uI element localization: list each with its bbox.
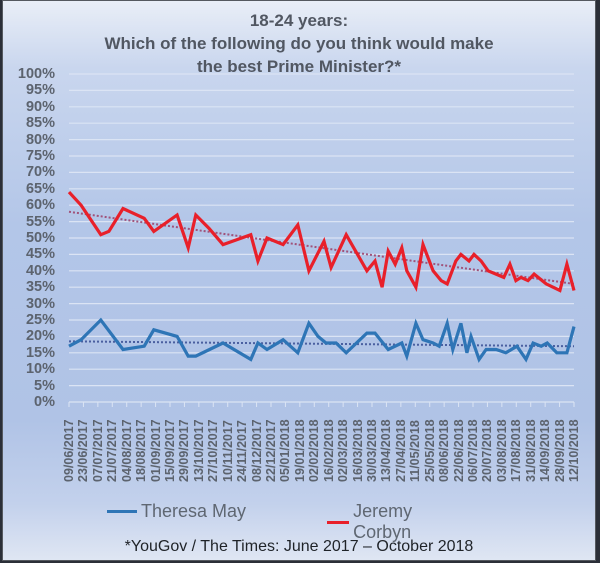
- x-tick-label: 25/05/2018: [422, 419, 437, 482]
- x-tick-label: 22/06/2018: [451, 419, 466, 482]
- series-line-theresa-may: [68, 317, 576, 363]
- legend-swatch-red-icon: [327, 520, 350, 524]
- x-tick-label: 03/08/2018: [494, 419, 509, 482]
- x-tick-label: 15/09/2017: [163, 419, 177, 482]
- x-tick-label: 16/03/2018: [350, 419, 365, 482]
- y-tick-label: 90%: [25, 98, 55, 115]
- source-note: *YouGov / The Times: June 2017 – October…: [124, 538, 474, 555]
- y-tick-label: 85%: [25, 115, 55, 132]
- y-tick-label: 65%: [25, 180, 55, 197]
- legend-label: Jeremy Corbyn: [353, 501, 413, 542]
- x-tick-label: 29/09/2017: [177, 419, 192, 482]
- y-tick-label: 60%: [25, 197, 55, 214]
- y-tick-label: 5%: [34, 377, 55, 394]
- legend-swatch-blue-icon: [107, 510, 137, 513]
- chart-title: 18-24 years:: [249, 11, 349, 30]
- trendline-theresa-may: [68, 340, 575, 348]
- x-tick-label: 04/08/2017: [119, 419, 134, 482]
- plot-area: [67, 73, 576, 407]
- y-tick-label: 25%: [25, 312, 55, 328]
- x-tick-label: 08/06/2018: [437, 419, 452, 482]
- x-tick-label: 27/04/2018: [393, 419, 408, 482]
- y-tick-label: 0%: [34, 394, 55, 410]
- y-tick-label: 45%: [25, 246, 55, 263]
- chart-subtitle-line1: Which of the following do you think woul…: [104, 34, 494, 53]
- series-line-jeremy-corbyn: [67, 191, 576, 293]
- x-tick-label: 02/02/2018: [307, 419, 322, 482]
- y-tick-label: 35%: [25, 279, 55, 296]
- legend: Theresa May Jeremy Corbyn: [43, 501, 443, 542]
- y-tick-label: 15%: [25, 344, 55, 361]
- x-tick-label: 31/08/2018: [523, 419, 538, 482]
- x-tick-label: 20/07/2018: [480, 419, 495, 482]
- x-tick-label: 14/09/2018: [538, 419, 553, 482]
- x-tick-label: 19/01/2018: [292, 419, 307, 482]
- y-tick-label: 75%: [25, 148, 55, 164]
- x-tick-label: 28/09/2018: [552, 419, 567, 482]
- y-tick-label: 10%: [25, 361, 55, 378]
- x-tick-label: 22/12/2017: [264, 419, 278, 482]
- legend-label: Theresa May: [141, 501, 247, 521]
- y-tick-label: 55%: [25, 213, 55, 230]
- x-tick-label: 07/07/2017: [90, 419, 105, 482]
- x-tick-label: 16/02/2018: [321, 419, 336, 482]
- x-tick-label: 21/07/2017: [105, 419, 120, 482]
- x-tick-label: 06/07/2018: [466, 419, 480, 482]
- legend-item-jeremy-corbyn: Jeremy Corbyn: [327, 501, 443, 543]
- x-tick-label: 10/11/2017: [220, 420, 235, 482]
- y-tick-label: 70%: [25, 164, 55, 181]
- x-tick-label: 05/01/2018: [278, 419, 293, 482]
- x-tick-label: 30/03/2018: [365, 419, 379, 482]
- x-tick-label: 13/10/2017: [191, 419, 206, 482]
- chart-subtitle-line2: the best Prime Minister?*: [196, 57, 402, 76]
- y-tick-label: 30%: [25, 295, 55, 312]
- x-tick-label: 12/10/2018: [567, 419, 581, 482]
- y-tick-label: 100%: [17, 66, 55, 82]
- x-tick-label: 13/04/2018: [379, 419, 394, 482]
- x-tick-label: 17/08/2018: [509, 419, 524, 482]
- x-tick-label: 02/03/2018: [336, 419, 351, 482]
- x-tick-label: 18/08/2017: [134, 419, 149, 482]
- y-tick-label: 40%: [25, 262, 55, 279]
- x-tick-label: 11/05/2018: [408, 420, 423, 482]
- y-tick-label: 95%: [25, 82, 55, 99]
- y-tick-label: 20%: [25, 328, 55, 345]
- x-tick-label: 23/06/2017: [76, 419, 91, 482]
- x-tick-label: 01/09/2017: [148, 419, 163, 482]
- x-tick-label: 08/12/2017: [249, 419, 264, 482]
- y-tick-label: 50%: [25, 230, 55, 246]
- x-tick-label: 24/11/2017: [235, 420, 250, 482]
- legend-item-theresa-may: Theresa May: [107, 501, 246, 522]
- x-tick-label: 09/06/2017: [62, 419, 76, 482]
- y-tick-label: 80%: [25, 131, 55, 148]
- x-tick-label: 27/10/2017: [206, 419, 221, 482]
